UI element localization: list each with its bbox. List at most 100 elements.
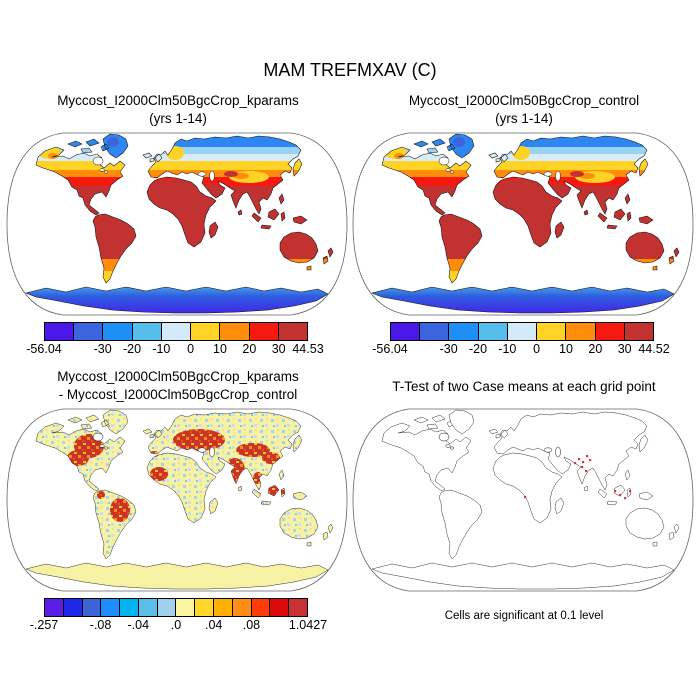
- colorbar-tick-label: 44.53: [292, 342, 324, 356]
- colorbar-tick-label: -20: [468, 342, 488, 356]
- panel-difference: Myccost_I2000Clm50BgcCrop_kparams - Mycc…: [6, 368, 350, 636]
- map-control: [352, 130, 694, 318]
- colorbar-box: [231, 599, 251, 616]
- colorbar-tick-label: .04: [205, 618, 223, 632]
- colorbar-difference: -.257 -.08 -.04 .0 .04 .08 1.0427: [30, 598, 327, 636]
- projection-border: [6, 408, 348, 592]
- colorbar-box: [102, 323, 132, 340]
- colorbar-box: [194, 599, 214, 616]
- colorbar-box: [594, 323, 624, 340]
- coastlines: [25, 133, 334, 314]
- colorbar-box: [448, 323, 478, 340]
- colorbar-tick-label: -.257: [29, 618, 59, 632]
- colorbar-box: [269, 599, 289, 616]
- colorbar-tick-label: -.08: [89, 618, 112, 632]
- colorbar-ticks: -.257 -.08 -.04 .0 .04 .08 1.0427: [30, 617, 327, 635]
- colorbar-box: [288, 599, 307, 616]
- colorbar-box: [190, 323, 220, 340]
- colorbar-tick-label: 20: [588, 342, 603, 356]
- colorbar-tick-label: .0: [170, 618, 182, 632]
- panel-ttest-title-line1: T-Test of two Case means at each grid po…: [392, 379, 656, 394]
- colorbar-tick-label: -56.04: [372, 342, 408, 356]
- colorbar-box: [277, 323, 307, 340]
- colorbar-box: [175, 599, 195, 616]
- colorbar-tick-label: -56.04: [26, 342, 62, 356]
- ttest-significance-caption: Cells are significant at 0.1 level: [444, 610, 604, 622]
- panel-control-title: Myccost_I2000Clm50BgcCrop_control (yrs 1…: [352, 92, 696, 128]
- colorbar-tick-label: -10: [498, 342, 517, 356]
- colorbar-box: [73, 323, 103, 340]
- colorbar-tick-label: 10: [213, 342, 227, 356]
- map-ttest: [352, 406, 694, 594]
- colorbar-box: [100, 599, 120, 616]
- colorbar-box: [213, 599, 232, 616]
- projection-border: [352, 132, 694, 316]
- colorbar-tick-label: -.04: [127, 618, 150, 632]
- colorbar-tick-label: -20: [122, 342, 142, 356]
- colorbar-tick-label: 1.0427: [288, 618, 328, 632]
- ttest-land: [371, 409, 680, 590]
- colorbar-box: [81, 599, 101, 616]
- world-map-svg: [6, 132, 348, 316]
- temperature-fill: [372, 134, 679, 313]
- significant-cells: [524, 455, 632, 500]
- colorbar-tick-label: 20: [242, 342, 257, 356]
- colorbar-tick-label: .08: [242, 618, 261, 632]
- panel-control-title-line1: Myccost_I2000Clm50BgcCrop_control: [408, 93, 640, 108]
- colorbar-tick-label: 0: [187, 342, 195, 356]
- colorbar-tick-label: -30: [439, 342, 458, 356]
- panel-ttest: T-Test of two Case means at each grid po…: [352, 368, 696, 622]
- colorbar-box: [565, 323, 595, 340]
- colorbar-tick-label: -30: [93, 342, 112, 356]
- colorbar-box: [62, 599, 82, 616]
- panel-kparams-title: Myccost_I2000Clm50BgcCrop_kparams (yrs 1…: [6, 92, 350, 128]
- coastlines: [25, 409, 334, 590]
- coastlines: [371, 133, 680, 314]
- colorbar-control: -56.04 -30 -20 -10 0 10 20 30 44.52: [372, 322, 670, 360]
- colorbar-box: [391, 323, 420, 340]
- colorbar-box: [156, 599, 176, 616]
- colorbar-kparams: -56.04 -30 -20 -10 0 10 20 30 44.53: [26, 322, 324, 360]
- world-map-svg: [6, 408, 348, 592]
- colorbar-box: [506, 323, 537, 340]
- panel-difference-title-line1: Myccost_I2000Clm50BgcCrop_kparams: [57, 369, 299, 384]
- map-kparams: [6, 130, 348, 318]
- panel-difference-title-line2: - Myccost_I2000Clm50BgcCrop_control: [58, 386, 298, 402]
- projection-border: [352, 408, 694, 592]
- projection-border: [6, 132, 348, 316]
- colorbar-tick-label: 30: [617, 342, 632, 356]
- colorbar-boxes: [390, 322, 654, 341]
- colorbar-box: [250, 599, 270, 616]
- colorbar-box: [45, 323, 74, 340]
- panel-control-title-line2: (yrs 1-14): [495, 110, 553, 126]
- panel-kparams: Myccost_I2000Clm50BgcCrop_kparams (yrs 1…: [6, 92, 350, 360]
- colorbar-box: [131, 323, 161, 340]
- colorbar-box: [536, 323, 566, 340]
- colorbar-tick-label: 0: [533, 342, 541, 356]
- colorbar-box: [248, 323, 278, 340]
- colorbar-boxes: [44, 322, 308, 341]
- colorbar-tick-label: 30: [271, 342, 286, 356]
- panel-kparams-title-line2: (yrs 1-14): [149, 110, 207, 126]
- panel-control: Myccost_I2000Clm50BgcCrop_control (yrs 1…: [352, 92, 696, 360]
- colorbar-tick-label: 10: [559, 342, 573, 356]
- colorbar-box: [419, 323, 449, 340]
- colorbar-tick-label: 44.52: [638, 342, 670, 356]
- colorbar-box: [160, 323, 191, 340]
- colorbar-box: [219, 323, 249, 340]
- panel-kparams-title-line1: Myccost_I2000Clm50BgcCrop_kparams: [57, 93, 299, 108]
- colorbar-box: [119, 599, 138, 616]
- world-map-svg: [352, 132, 694, 316]
- colorbar-boxes: [44, 598, 308, 617]
- colorbar-ticks: -56.04 -30 -20 -10 0 10 20 30 44.53: [26, 341, 323, 359]
- colorbar-box: [137, 599, 157, 616]
- colorbar-box: [45, 599, 63, 616]
- world-map-svg: [352, 408, 694, 592]
- temperature-fill: [26, 134, 333, 313]
- colorbar-tick-label: -10: [152, 342, 171, 356]
- colorbar-box: [477, 323, 507, 340]
- panel-ttest-title: T-Test of two Case means at each grid po…: [352, 368, 696, 404]
- map-difference: [6, 406, 348, 594]
- figure-main-title: MAM TREFMXAV (C): [263, 60, 437, 80]
